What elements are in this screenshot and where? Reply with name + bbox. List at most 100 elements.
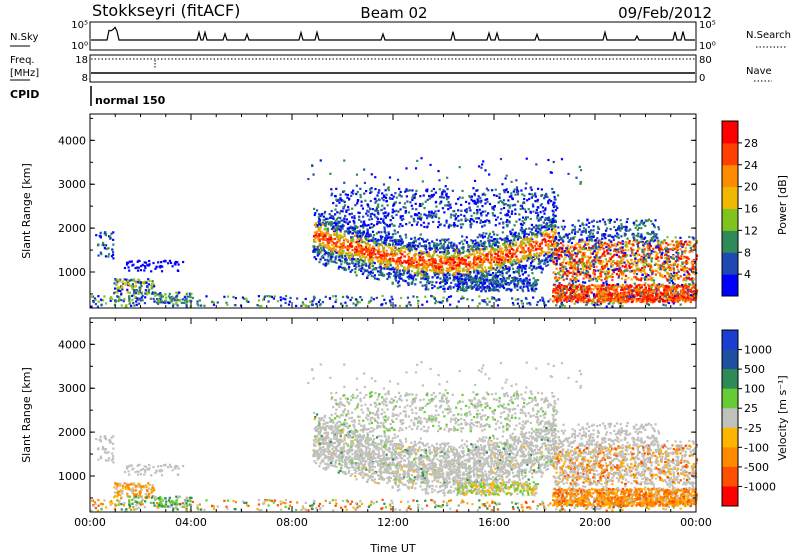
power-cell (431, 265, 434, 268)
power-cell (314, 225, 318, 228)
power-cell (343, 217, 346, 220)
power-cell (563, 265, 566, 268)
power-cell (438, 195, 442, 199)
power-cell (549, 298, 552, 301)
power-cell (312, 298, 316, 301)
power-cell (403, 269, 406, 273)
power-cell (385, 234, 388, 237)
power-cell (257, 295, 260, 298)
power-cell (424, 244, 428, 247)
power-cell (511, 228, 514, 231)
power-cell (503, 268, 507, 271)
power-cell (390, 295, 393, 298)
power-cell (383, 255, 387, 258)
power-cell (363, 248, 366, 251)
power-cell (97, 243, 100, 246)
power-cell (543, 250, 546, 254)
power-cell (544, 304, 547, 307)
power-cell (419, 281, 422, 284)
power-cell (376, 209, 380, 213)
power-cell (445, 221, 448, 224)
power-cell (410, 277, 414, 280)
power-cell (421, 266, 425, 269)
power-cell (624, 251, 627, 255)
power-cell (316, 254, 319, 257)
power-cell (334, 242, 337, 246)
power-cell (497, 269, 500, 272)
power-cell (646, 249, 650, 252)
power-cell (369, 299, 373, 302)
power-cell (384, 189, 387, 192)
power-cell (421, 277, 424, 280)
power-cell (386, 234, 389, 237)
power-cell (516, 288, 519, 291)
power-cell (544, 244, 548, 247)
power-cell (465, 269, 468, 272)
power-cell (457, 300, 460, 303)
power-cell (371, 245, 375, 248)
power-cell (404, 211, 407, 214)
power-cell (476, 251, 479, 254)
power-cell (364, 238, 368, 241)
power-cell (532, 240, 535, 244)
power-cell (356, 226, 359, 229)
power-cell (408, 221, 411, 224)
power-cell (517, 298, 520, 301)
power-cell (390, 250, 393, 253)
power-cell (315, 248, 318, 251)
power-cell (475, 276, 478, 279)
power-cell (508, 266, 511, 269)
power-cell (478, 200, 481, 203)
power-cell (112, 238, 115, 241)
power-cell (435, 238, 438, 241)
power-cell (507, 245, 511, 248)
power-cell (459, 262, 462, 265)
power-cell (487, 239, 490, 242)
power-cell (403, 255, 406, 258)
power-cell (273, 295, 277, 298)
power-cell (512, 278, 515, 281)
power-cell (472, 187, 475, 190)
power-cell (541, 297, 545, 301)
power-cell (469, 245, 472, 248)
power-cell (503, 238, 506, 242)
power-cell (350, 236, 353, 239)
power-cell (462, 269, 466, 272)
power-cell (544, 225, 547, 228)
power-cell (403, 267, 407, 270)
power-cell (338, 265, 341, 268)
power-cell (92, 300, 95, 304)
power-cell (417, 272, 420, 275)
power-cell (564, 256, 567, 259)
power-cell (486, 255, 489, 258)
power-cell (523, 218, 527, 221)
power-cell (344, 267, 347, 270)
power-cell (509, 241, 512, 244)
power-cell (116, 281, 119, 284)
power-cell (528, 284, 531, 287)
power-cell (343, 181, 346, 184)
power-cell (428, 210, 431, 214)
power-cell (476, 217, 479, 220)
power-cell (411, 189, 414, 192)
power-cell (369, 248, 372, 251)
power-cell (384, 231, 387, 234)
power-cell (345, 218, 349, 221)
power-cell (423, 277, 426, 281)
power-cell (535, 303, 539, 306)
power-cell (311, 300, 314, 303)
power-cell (503, 242, 506, 245)
power-cell (390, 193, 393, 197)
power-cell (604, 258, 608, 261)
power-cell (412, 241, 415, 244)
power-cell (452, 223, 455, 227)
power-cell (453, 225, 456, 228)
power-cell (405, 247, 408, 251)
power-cell (357, 265, 361, 268)
power-cell (340, 251, 344, 255)
power-cell (496, 239, 499, 242)
power-cell (191, 296, 194, 300)
power-cell (405, 223, 408, 226)
power-cell (485, 219, 489, 222)
power-cell (346, 252, 349, 256)
